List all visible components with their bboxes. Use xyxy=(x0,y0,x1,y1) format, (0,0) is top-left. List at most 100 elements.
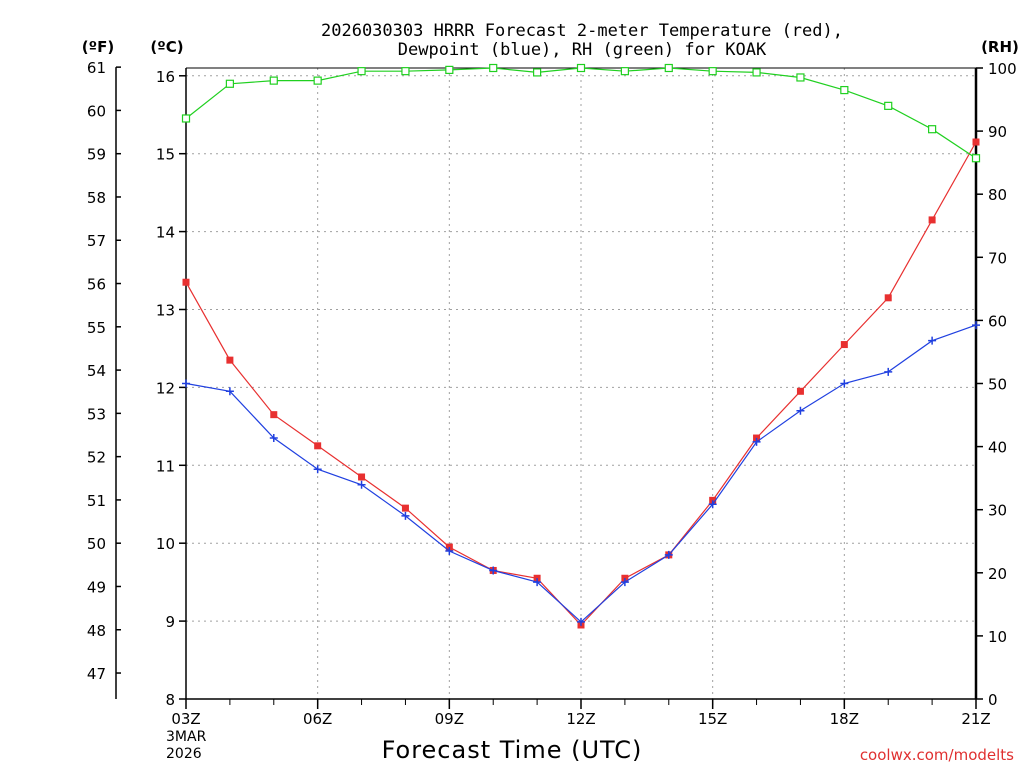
celsius-unit-label: (ºC) xyxy=(150,38,183,56)
rh-point xyxy=(971,154,981,163)
fahrenheit-tick-label: 53 xyxy=(87,405,106,423)
rh-tick-label: 100 xyxy=(988,60,1017,78)
chart-title-line-2: Dewpoint (blue), RH (green) for KOAK xyxy=(398,40,767,60)
dewpoint-point xyxy=(357,480,366,489)
dewpoint-point xyxy=(928,336,937,345)
x-axis-label: Forecast Time (UTC) xyxy=(382,736,643,764)
date-label-day: 3MAR xyxy=(166,729,207,745)
temperature-point xyxy=(270,411,278,419)
dewpoint-point xyxy=(533,578,542,587)
celsius-tick-label: 12 xyxy=(156,379,175,397)
celsius-tick-label: 13 xyxy=(156,301,175,319)
x-tick-label: 18Z xyxy=(830,710,859,728)
rh-point xyxy=(708,67,717,76)
x-tick-label: 15Z xyxy=(698,710,727,728)
fahrenheit-tick-label: 57 xyxy=(87,232,106,250)
rh-point xyxy=(752,68,761,77)
rh-point xyxy=(225,79,234,88)
rh-point xyxy=(489,63,498,73)
rh-point xyxy=(181,114,191,123)
fahrenheit-tick-label: 55 xyxy=(87,319,106,337)
dewpoint-point xyxy=(182,379,190,388)
celsius-tick-label: 11 xyxy=(156,457,175,475)
rh-tick-label: 80 xyxy=(988,186,1007,204)
temperature-point xyxy=(358,473,366,481)
fahrenheit-tick-label: 47 xyxy=(87,665,106,683)
temperature-line xyxy=(185,141,977,626)
rh-point xyxy=(576,63,586,73)
temperature-point xyxy=(314,442,322,450)
chart-title-line-1: 2026030303 HRRR Forecast 2-meter Tempera… xyxy=(321,21,843,41)
celsius-tick-label: 14 xyxy=(156,224,175,242)
fahrenheit-tick-label: 60 xyxy=(87,102,106,120)
dewpoint-point xyxy=(313,465,322,474)
dewpoint-point xyxy=(884,367,893,376)
x-tick-label: 03Z xyxy=(171,710,200,728)
rh-tick-label: 90 xyxy=(988,123,1007,141)
dewpoint-point xyxy=(445,546,454,555)
x-tick-label: 12Z xyxy=(566,710,595,728)
dewpoint-point xyxy=(577,617,585,626)
temperature-point xyxy=(972,138,980,146)
fahrenheit-tick-label: 51 xyxy=(87,492,106,510)
rh-point xyxy=(533,68,542,77)
dewpoint-point xyxy=(401,511,410,520)
temperature-point xyxy=(928,216,936,224)
fahrenheit-tick-label: 52 xyxy=(87,449,106,467)
temperature-point xyxy=(182,278,190,286)
fahrenheit-tick-label: 54 xyxy=(87,362,106,380)
rh-tick-label: 50 xyxy=(988,376,1007,394)
rh-tick-label: 40 xyxy=(988,439,1007,457)
temperature-point xyxy=(840,341,848,349)
data-series xyxy=(181,63,981,629)
rh-point xyxy=(796,73,805,82)
dewpoint-point xyxy=(840,379,849,388)
rh-point xyxy=(664,63,673,73)
x-tick-label: 21Z xyxy=(961,710,990,728)
rh-unit-label: (RH) xyxy=(981,38,1019,56)
rh-point xyxy=(313,76,322,85)
celsius-tick-label: 9 xyxy=(165,613,175,631)
dewpoint-point xyxy=(225,387,234,396)
celsius-tick-label: 10 xyxy=(156,535,175,553)
rh-point xyxy=(620,67,629,76)
rh-point xyxy=(840,85,849,95)
rh-tick-label: 20 xyxy=(988,565,1007,583)
dewpoint-series xyxy=(182,321,980,626)
rh-tick-label: 60 xyxy=(988,312,1007,330)
temperature-point xyxy=(401,504,409,512)
rh-point xyxy=(445,65,454,74)
rh-tick-label: 0 xyxy=(988,691,998,709)
rh-point xyxy=(269,76,278,85)
source-credit: coolwx.com/modelts xyxy=(860,746,1014,764)
rh-point xyxy=(884,101,893,110)
fahrenheit-tick-label: 49 xyxy=(87,578,106,596)
fahrenheit-tick-label: 58 xyxy=(87,189,106,207)
celsius-tick-label: 15 xyxy=(156,146,175,164)
rh-tick-label: 70 xyxy=(988,249,1007,267)
rh-series xyxy=(181,63,981,163)
dewpoint-point xyxy=(620,578,629,587)
dewpoint-point xyxy=(708,500,717,509)
fahrenheit-tick-label: 59 xyxy=(87,146,106,164)
fahrenheit-tick-label: 56 xyxy=(87,276,106,294)
rh-point xyxy=(401,67,410,76)
celsius-tick-label: 16 xyxy=(156,68,175,86)
dewpoint-point xyxy=(489,566,498,575)
fahrenheit-tick-label: 48 xyxy=(87,622,106,640)
rh-tick-label: 10 xyxy=(988,628,1007,646)
fahrenheit-tick-label: 61 xyxy=(87,59,106,77)
temperature-point xyxy=(884,294,892,302)
x-tick-label: 09Z xyxy=(435,710,464,728)
temperature-point xyxy=(796,387,804,395)
celsius-tick-label: 8 xyxy=(165,691,175,709)
fahrenheit-unit-label: (ºF) xyxy=(82,38,114,56)
rh-point xyxy=(357,67,366,76)
rh-point xyxy=(928,125,937,134)
dewpoint-point xyxy=(972,321,980,330)
axes: 03Z 06Z 09Z 12Z 15Z 18Z 21Z 8 9 10 11 12 13 14 15 16 47 4… xyxy=(87,59,1017,728)
temperature-point xyxy=(226,356,234,364)
x-tick-label: 06Z xyxy=(303,710,332,728)
rh-tick-label: 30 xyxy=(988,502,1007,520)
